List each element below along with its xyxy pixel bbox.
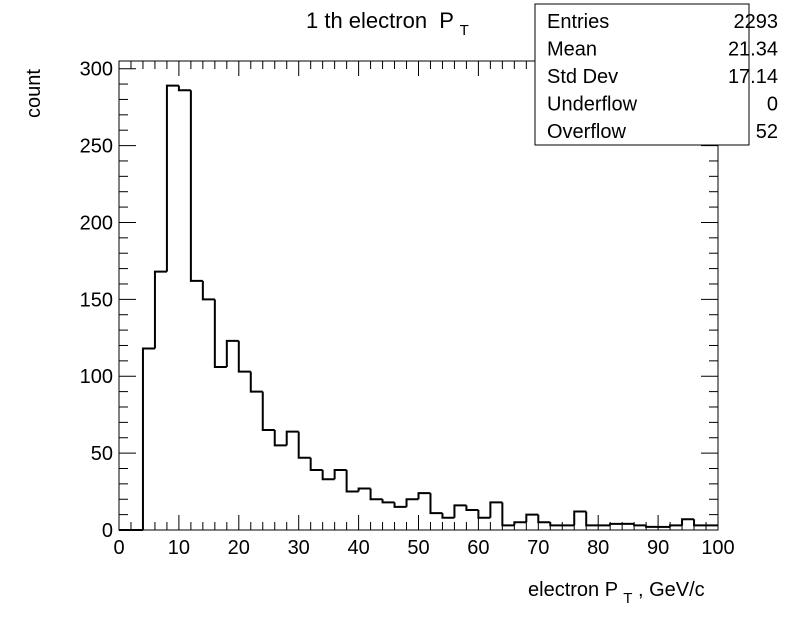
x-axis-title-subscript: T xyxy=(623,590,632,607)
chart-title-symbol: P xyxy=(439,8,453,33)
histogram-bin xyxy=(153,270,167,349)
histogram-bin xyxy=(165,84,179,272)
y-tick-label: 250 xyxy=(80,136,113,158)
stats-label: Entries xyxy=(547,11,609,33)
histogram-bin xyxy=(585,511,599,527)
histogram-bin xyxy=(261,391,275,432)
histogram-bin xyxy=(501,502,515,527)
histogram-bin xyxy=(417,492,431,500)
histogram-bin xyxy=(177,85,191,92)
histogram-bins xyxy=(119,84,718,531)
histogram-bin xyxy=(537,514,551,524)
y-tick-label: 200 xyxy=(80,212,113,234)
histogram-bin xyxy=(465,505,479,512)
y-axis-ticks xyxy=(119,68,718,531)
histogram-bin xyxy=(693,519,707,527)
x-tick-label: 0 xyxy=(113,537,124,559)
chart-title-subscript: T xyxy=(460,22,469,39)
x-axis-title: electron P T , GeV/c xyxy=(528,579,705,608)
histogram-bin xyxy=(345,470,359,493)
stats-label: Std Dev xyxy=(547,66,618,88)
y-axis-tick-labels: 0 50 100 150 200 250 300 xyxy=(80,59,113,542)
histogram-bin xyxy=(141,347,155,530)
histogram-bin xyxy=(309,457,323,472)
y-tick-label: 0 xyxy=(102,520,113,542)
stats-label: Underflow xyxy=(547,94,638,116)
x-tick-label: 30 xyxy=(288,537,310,559)
x-axis-tick-labels: 0 10 20 30 40 50 60 70 80 90 100 xyxy=(113,537,734,559)
histogram-bin xyxy=(333,469,347,480)
x-tick-label: 20 xyxy=(228,537,250,559)
stats-label: Mean xyxy=(547,39,597,61)
histogram-bin xyxy=(549,522,563,527)
histogram-bin xyxy=(477,510,491,519)
histogram-bin xyxy=(669,524,683,527)
y-tick-label: 300 xyxy=(80,59,113,81)
histogram-bin xyxy=(273,430,287,447)
histogram-bin xyxy=(633,523,647,527)
histogram-bin xyxy=(513,521,527,526)
histogram-bin xyxy=(525,513,539,523)
stats-value: 0 xyxy=(767,94,778,116)
histogram-bin xyxy=(393,502,407,508)
stats-value: 52 xyxy=(756,121,778,143)
histogram-bin xyxy=(201,280,215,301)
histogram-bin xyxy=(453,504,467,518)
stats-value: 17.14 xyxy=(728,66,778,88)
y-tick-label: 150 xyxy=(80,289,113,311)
histogram-bin xyxy=(213,299,227,369)
y-axis-title: count xyxy=(23,69,45,118)
histogram-bin xyxy=(357,487,371,492)
histogram-bin xyxy=(681,518,695,526)
histogram-bin xyxy=(249,371,263,393)
histogram-bin xyxy=(429,493,443,515)
stats-value: 21.34 xyxy=(728,39,778,61)
histogram-bin xyxy=(441,513,455,519)
stats-label: Overflow xyxy=(547,121,626,143)
x-tick-label: 50 xyxy=(407,537,429,559)
histogram-bin xyxy=(321,470,335,481)
x-tick-label: 70 xyxy=(527,537,549,559)
histogram-bin xyxy=(369,488,383,501)
y-tick-label: 50 xyxy=(91,443,113,465)
chart-title-text: 1 th electron xyxy=(306,8,427,33)
x-tick-label: 40 xyxy=(347,537,369,559)
chart-title: 1 th electron P T xyxy=(306,8,469,39)
x-axis-title-suffix: , GeV/c xyxy=(638,579,705,601)
x-tick-label: 80 xyxy=(587,537,609,559)
histogram-bin xyxy=(573,510,587,526)
histogram-bin xyxy=(609,522,623,526)
x-axis-title-prefix: electron P xyxy=(528,579,618,601)
histogram-bin xyxy=(297,431,311,459)
histogram-bin xyxy=(405,498,419,507)
stats-box: Entries 2293 Mean 21.34 Std Dev 17.14 Underflo… xyxy=(534,3,779,146)
histogram-bin xyxy=(285,430,299,446)
x-tick-label: 100 xyxy=(701,537,734,559)
stats-value: 2293 xyxy=(734,11,779,33)
histogram-bin xyxy=(489,501,503,518)
y-tick-label: 100 xyxy=(80,366,113,388)
histogram-bin xyxy=(189,90,203,282)
histogram-bin xyxy=(645,525,659,528)
stats-box-frame xyxy=(534,3,750,146)
histogram-bin xyxy=(225,339,239,368)
x-tick-label: 90 xyxy=(647,537,669,559)
histogram-bin xyxy=(381,499,395,504)
x-tick-label: 60 xyxy=(467,537,489,559)
histogram-bin xyxy=(237,340,251,373)
x-tick-label: 10 xyxy=(168,537,190,559)
